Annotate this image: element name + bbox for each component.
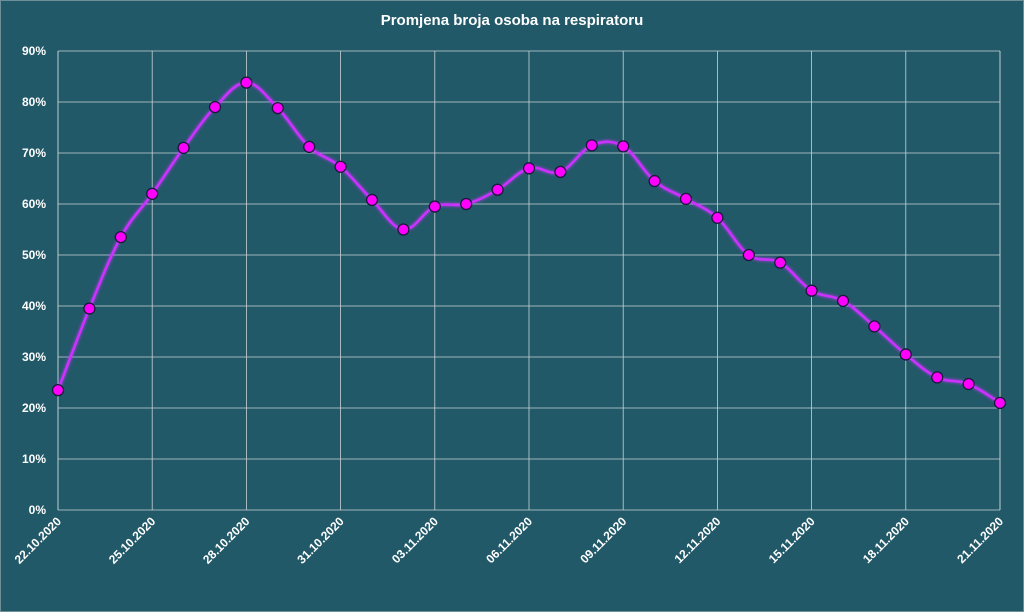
data-point [522,162,536,175]
data-point [491,183,504,196]
x-tick-label: 09.11.2020 [577,514,629,566]
y-tick-label: 70% [22,146,46,160]
y-tick-label: 20% [22,401,46,415]
y-tick-label: 90% [22,44,46,58]
x-tick-label: 22.10.2020 [12,514,65,567]
x-tick-label: 21.11.2020 [954,514,1006,566]
data-point [931,371,944,384]
data-point [460,197,473,211]
chart-title: Promjena broja osoba na respiratoru [380,12,644,29]
x-tick-label: 28.10.2020 [200,514,253,567]
x-tick-label: 03.11.2020 [389,514,441,566]
grid [57,50,1001,511]
data-point [993,396,1007,410]
x-tick-label: 12.11.2020 [672,514,724,566]
data-point [836,294,850,308]
y-tick-label: 50% [22,248,46,262]
x-tick-label: 15.11.2020 [766,514,818,566]
data-point [240,76,253,89]
data-point [83,302,96,315]
x-tick-label: 06.11.2020 [483,514,535,566]
data-point [554,165,567,179]
data-point [208,100,222,114]
data-point [428,200,441,213]
y-tick-label: 0% [29,503,47,517]
data-point [585,139,598,152]
y-tick-label: 10% [22,452,46,466]
y-tick-label: 30% [22,350,46,364]
data-point [899,348,912,361]
data-point [114,230,127,244]
series-respirator [51,76,1007,410]
data-point [962,377,975,391]
y-tick-label: 40% [22,299,46,313]
data-point [868,320,881,333]
x-tick-label: 25.10.2020 [106,514,159,567]
y-axis-ticks: 0% 10% 20% 30% 40% 50% 60% 70% 80% 90% [22,44,46,517]
data-point [271,101,284,115]
data-point [334,160,347,173]
data-point [617,140,630,153]
data-point [365,193,379,207]
data-point [805,284,818,297]
data-point [177,141,190,155]
x-tick-label: 31.10.2020 [294,514,347,567]
x-tick-label: 18.11.2020 [860,514,912,566]
y-tick-label: 80% [22,95,46,109]
y-tick-label: 60% [22,197,46,211]
data-point [303,140,316,154]
x-axis-ticks: 22.10.2020 25.10.2020 28.10.2020 31.10.2020… [12,514,1007,567]
data-point [648,174,661,188]
data-point [51,383,65,397]
data-point [679,192,693,206]
data-point [774,256,787,269]
data-point [711,211,724,224]
data-point [146,187,159,200]
data-point [397,223,410,236]
data-point [742,248,755,262]
